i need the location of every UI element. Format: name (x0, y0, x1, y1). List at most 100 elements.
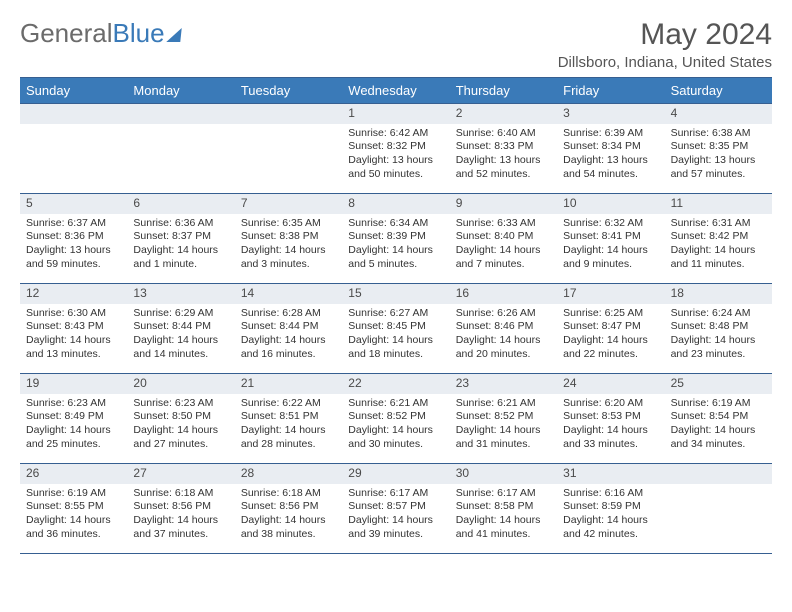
sunset-text: Sunset: 8:39 PM (348, 230, 443, 244)
sunrise-text: Sunrise: 6:36 AM (133, 217, 228, 231)
brand-part1: General (20, 18, 113, 49)
month-title: May 2024 (558, 18, 772, 52)
sunset-text: Sunset: 8:38 PM (241, 230, 336, 244)
daylight-text: Daylight: 14 hours and 31 minutes. (456, 424, 551, 451)
day-cell: 4Sunrise: 6:38 AMSunset: 8:35 PMDaylight… (665, 104, 772, 194)
day-detail: Sunrise: 6:42 AMSunset: 8:32 PMDaylight:… (342, 124, 449, 188)
day-cell: 31Sunrise: 6:16 AMSunset: 8:59 PMDayligh… (557, 464, 664, 554)
day-number: 2 (450, 104, 557, 124)
day-number: 24 (557, 374, 664, 394)
daylight-text: Daylight: 13 hours and 57 minutes. (671, 154, 766, 181)
sunset-text: Sunset: 8:58 PM (456, 500, 551, 514)
day-detail: Sunrise: 6:21 AMSunset: 8:52 PMDaylight:… (450, 394, 557, 458)
day-cell: 7Sunrise: 6:35 AMSunset: 8:38 PMDaylight… (235, 194, 342, 284)
triangle-icon (166, 28, 181, 42)
daylight-text: Daylight: 14 hours and 13 minutes. (26, 334, 121, 361)
day-detail: Sunrise: 6:17 AMSunset: 8:57 PMDaylight:… (342, 484, 449, 548)
day-number: 12 (20, 284, 127, 304)
day-cell: 30Sunrise: 6:17 AMSunset: 8:58 PMDayligh… (450, 464, 557, 554)
sunrise-text: Sunrise: 6:19 AM (671, 397, 766, 411)
day-detail: Sunrise: 6:25 AMSunset: 8:47 PMDaylight:… (557, 304, 664, 368)
daylight-text: Daylight: 13 hours and 52 minutes. (456, 154, 551, 181)
day-number: 31 (557, 464, 664, 484)
day-cell: 26Sunrise: 6:19 AMSunset: 8:55 PMDayligh… (20, 464, 127, 554)
day-number: 6 (127, 194, 234, 214)
sunrise-text: Sunrise: 6:27 AM (348, 307, 443, 321)
day-detail: Sunrise: 6:18 AMSunset: 8:56 PMDaylight:… (127, 484, 234, 548)
sunset-text: Sunset: 8:51 PM (241, 410, 336, 424)
sunrise-text: Sunrise: 6:24 AM (671, 307, 766, 321)
day-number: 26 (20, 464, 127, 484)
day-detail: Sunrise: 6:32 AMSunset: 8:41 PMDaylight:… (557, 214, 664, 278)
daylight-text: Daylight: 14 hours and 33 minutes. (563, 424, 658, 451)
sunset-text: Sunset: 8:54 PM (671, 410, 766, 424)
day-detail: Sunrise: 6:24 AMSunset: 8:48 PMDaylight:… (665, 304, 772, 368)
daylight-text: Daylight: 14 hours and 25 minutes. (26, 424, 121, 451)
sunset-text: Sunset: 8:55 PM (26, 500, 121, 514)
daylight-text: Daylight: 14 hours and 36 minutes. (26, 514, 121, 541)
header: GeneralBlue May 2024 Dillsboro, Indiana,… (20, 18, 772, 71)
day-cell: 22Sunrise: 6:21 AMSunset: 8:52 PMDayligh… (342, 374, 449, 464)
day-number: 30 (450, 464, 557, 484)
day-detail: Sunrise: 6:33 AMSunset: 8:40 PMDaylight:… (450, 214, 557, 278)
day-cell: 3Sunrise: 6:39 AMSunset: 8:34 PMDaylight… (557, 104, 664, 194)
day-number: 14 (235, 284, 342, 304)
sunset-text: Sunset: 8:41 PM (563, 230, 658, 244)
sunrise-text: Sunrise: 6:42 AM (348, 127, 443, 141)
daylight-text: Daylight: 14 hours and 16 minutes. (241, 334, 336, 361)
sunset-text: Sunset: 8:32 PM (348, 140, 443, 154)
day-detail: Sunrise: 6:23 AMSunset: 8:49 PMDaylight:… (20, 394, 127, 458)
day-cell: 10Sunrise: 6:32 AMSunset: 8:41 PMDayligh… (557, 194, 664, 284)
day-cell: 29Sunrise: 6:17 AMSunset: 8:57 PMDayligh… (342, 464, 449, 554)
day-number: 18 (665, 284, 772, 304)
sunset-text: Sunset: 8:34 PM (563, 140, 658, 154)
sunset-text: Sunset: 8:42 PM (671, 230, 766, 244)
daylight-text: Daylight: 14 hours and 3 minutes. (241, 244, 336, 271)
sunrise-text: Sunrise: 6:23 AM (133, 397, 228, 411)
daylight-text: Daylight: 14 hours and 27 minutes. (133, 424, 228, 451)
day-number-empty (665, 464, 772, 484)
day-cell: 21Sunrise: 6:22 AMSunset: 8:51 PMDayligh… (235, 374, 342, 464)
day-detail: Sunrise: 6:18 AMSunset: 8:56 PMDaylight:… (235, 484, 342, 548)
sunset-text: Sunset: 8:48 PM (671, 320, 766, 334)
daylight-text: Daylight: 14 hours and 9 minutes. (563, 244, 658, 271)
sunrise-text: Sunrise: 6:34 AM (348, 217, 443, 231)
day-number: 3 (557, 104, 664, 124)
daylight-text: Daylight: 14 hours and 34 minutes. (671, 424, 766, 451)
sunrise-text: Sunrise: 6:29 AM (133, 307, 228, 321)
sunrise-text: Sunrise: 6:20 AM (563, 397, 658, 411)
daylight-text: Daylight: 13 hours and 59 minutes. (26, 244, 121, 271)
daylight-text: Daylight: 14 hours and 23 minutes. (671, 334, 766, 361)
sunrise-text: Sunrise: 6:26 AM (456, 307, 551, 321)
day-cell: 1Sunrise: 6:42 AMSunset: 8:32 PMDaylight… (342, 104, 449, 194)
sunset-text: Sunset: 8:57 PM (348, 500, 443, 514)
day-detail: Sunrise: 6:22 AMSunset: 8:51 PMDaylight:… (235, 394, 342, 458)
day-cell: 13Sunrise: 6:29 AMSunset: 8:44 PMDayligh… (127, 284, 234, 374)
sunrise-text: Sunrise: 6:28 AM (241, 307, 336, 321)
daylight-text: Daylight: 14 hours and 5 minutes. (348, 244, 443, 271)
sunset-text: Sunset: 8:52 PM (348, 410, 443, 424)
sunset-text: Sunset: 8:37 PM (133, 230, 228, 244)
day-number: 23 (450, 374, 557, 394)
day-detail: Sunrise: 6:31 AMSunset: 8:42 PMDaylight:… (665, 214, 772, 278)
sunrise-text: Sunrise: 6:31 AM (671, 217, 766, 231)
sunrise-text: Sunrise: 6:37 AM (26, 217, 121, 231)
sunrise-text: Sunrise: 6:17 AM (348, 487, 443, 501)
day-cell (665, 464, 772, 554)
weekday-header: Saturday (665, 78, 772, 104)
sunset-text: Sunset: 8:44 PM (241, 320, 336, 334)
sunrise-text: Sunrise: 6:16 AM (563, 487, 658, 501)
day-number: 29 (342, 464, 449, 484)
sunrise-text: Sunrise: 6:21 AM (456, 397, 551, 411)
sunrise-text: Sunrise: 6:17 AM (456, 487, 551, 501)
daylight-text: Daylight: 14 hours and 18 minutes. (348, 334, 443, 361)
day-number: 13 (127, 284, 234, 304)
day-cell: 9Sunrise: 6:33 AMSunset: 8:40 PMDaylight… (450, 194, 557, 284)
day-detail: Sunrise: 6:34 AMSunset: 8:39 PMDaylight:… (342, 214, 449, 278)
day-cell: 6Sunrise: 6:36 AMSunset: 8:37 PMDaylight… (127, 194, 234, 284)
day-number: 17 (557, 284, 664, 304)
sunset-text: Sunset: 8:49 PM (26, 410, 121, 424)
day-cell: 15Sunrise: 6:27 AMSunset: 8:45 PMDayligh… (342, 284, 449, 374)
sunset-text: Sunset: 8:56 PM (241, 500, 336, 514)
day-cell (20, 104, 127, 194)
